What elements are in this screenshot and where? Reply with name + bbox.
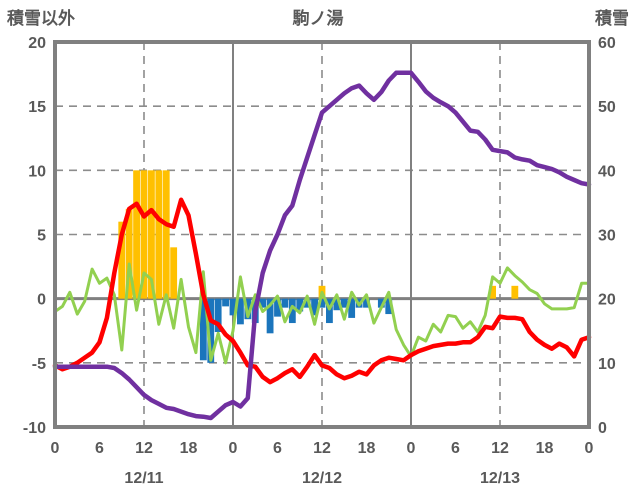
x-axis-tick: 0 [51, 440, 60, 457]
left-axis-tick: -10 [23, 420, 46, 437]
blue-bars-bar [340, 298, 348, 308]
blue-bars-bar [222, 298, 229, 307]
orange-bars-bar [118, 221, 126, 299]
left-axis-tick: 20 [28, 35, 46, 52]
orange-bars-bar [162, 170, 170, 299]
right-axis-tick: 30 [598, 228, 616, 245]
x-axis-tick: 18 [358, 440, 376, 457]
blue-bars-bar [259, 298, 267, 308]
orange-bars-bar [125, 208, 133, 299]
orange-bars-bar [133, 170, 140, 299]
left-axis-tick: 5 [37, 228, 46, 245]
purple-line [52, 70, 592, 421]
blue-bars-bar [214, 298, 222, 333]
x-axis-tick: 12 [491, 440, 509, 457]
x-axis-tick: 0 [229, 440, 238, 457]
blue-bars-bar [348, 298, 356, 318]
blue-bars-bar [318, 298, 326, 308]
red-line [52, 197, 592, 385]
x-axis-tick: 18 [180, 440, 198, 457]
left-axis-tick: 10 [28, 163, 46, 180]
x-axis-tick: 12 [313, 440, 331, 457]
right-axis-tick: 10 [598, 356, 616, 373]
blue-bars-bar [385, 298, 393, 315]
blue-bars-bar [237, 298, 244, 325]
chart-title: 駒ノ湯 [292, 9, 344, 28]
x-axis-tick: 6 [451, 440, 460, 457]
x-axis-tick: 0 [585, 440, 594, 457]
right-axis-tick: 60 [598, 35, 616, 52]
blue-bars-bar [326, 298, 333, 324]
date-label: 12/12 [302, 470, 342, 487]
x-axis-tick: 6 [95, 440, 104, 457]
x-axis-tick: 0 [407, 440, 416, 457]
left-axis-tick: 0 [37, 292, 46, 309]
right-axis-tick: 20 [598, 292, 616, 309]
blue-bars-bar [296, 298, 304, 312]
blue-bars-bar [311, 298, 318, 316]
blue-bars-bar [229, 298, 237, 316]
green-line [53, 262, 591, 365]
date-label: 12/13 [480, 470, 520, 487]
left-axis-tick: 15 [28, 99, 46, 116]
blue-bars-bar [377, 298, 385, 308]
blue-bars-bar [333, 298, 341, 311]
date-label: 12/11 [124, 470, 163, 487]
x-axis-tick: 6 [273, 440, 282, 457]
left-axis-tick: -5 [32, 356, 46, 373]
orange-bars-bar [148, 170, 155, 299]
blue-bars-bar [207, 298, 215, 363]
left-axis-title: 積雪以外 [7, 9, 75, 28]
x-axis-tick: 18 [536, 440, 554, 457]
right-axis-title: 積雪 [595, 9, 629, 28]
blue-bars-bar [363, 298, 370, 308]
right-axis-tick: 50 [598, 99, 616, 116]
orange-bars-bar [140, 170, 148, 299]
blue-bars-bar [303, 298, 311, 308]
blue-bars-bar [199, 298, 207, 361]
plot-border [53, 40, 591, 429]
x-axis-tick: 12 [135, 440, 153, 457]
right-axis-tick: 40 [598, 163, 616, 180]
orange-bars-bar [170, 247, 178, 299]
orange-bars-bar [155, 170, 163, 299]
blue-bars-bar [266, 298, 274, 334]
blue-bars-bar [288, 298, 296, 324]
blue-bars-bar [274, 298, 281, 317]
blue-bars-bar [281, 298, 289, 308]
right-axis-tick: 0 [598, 420, 607, 437]
orange-bars-bar [511, 285, 519, 299]
orange-bars-bar [489, 285, 496, 299]
